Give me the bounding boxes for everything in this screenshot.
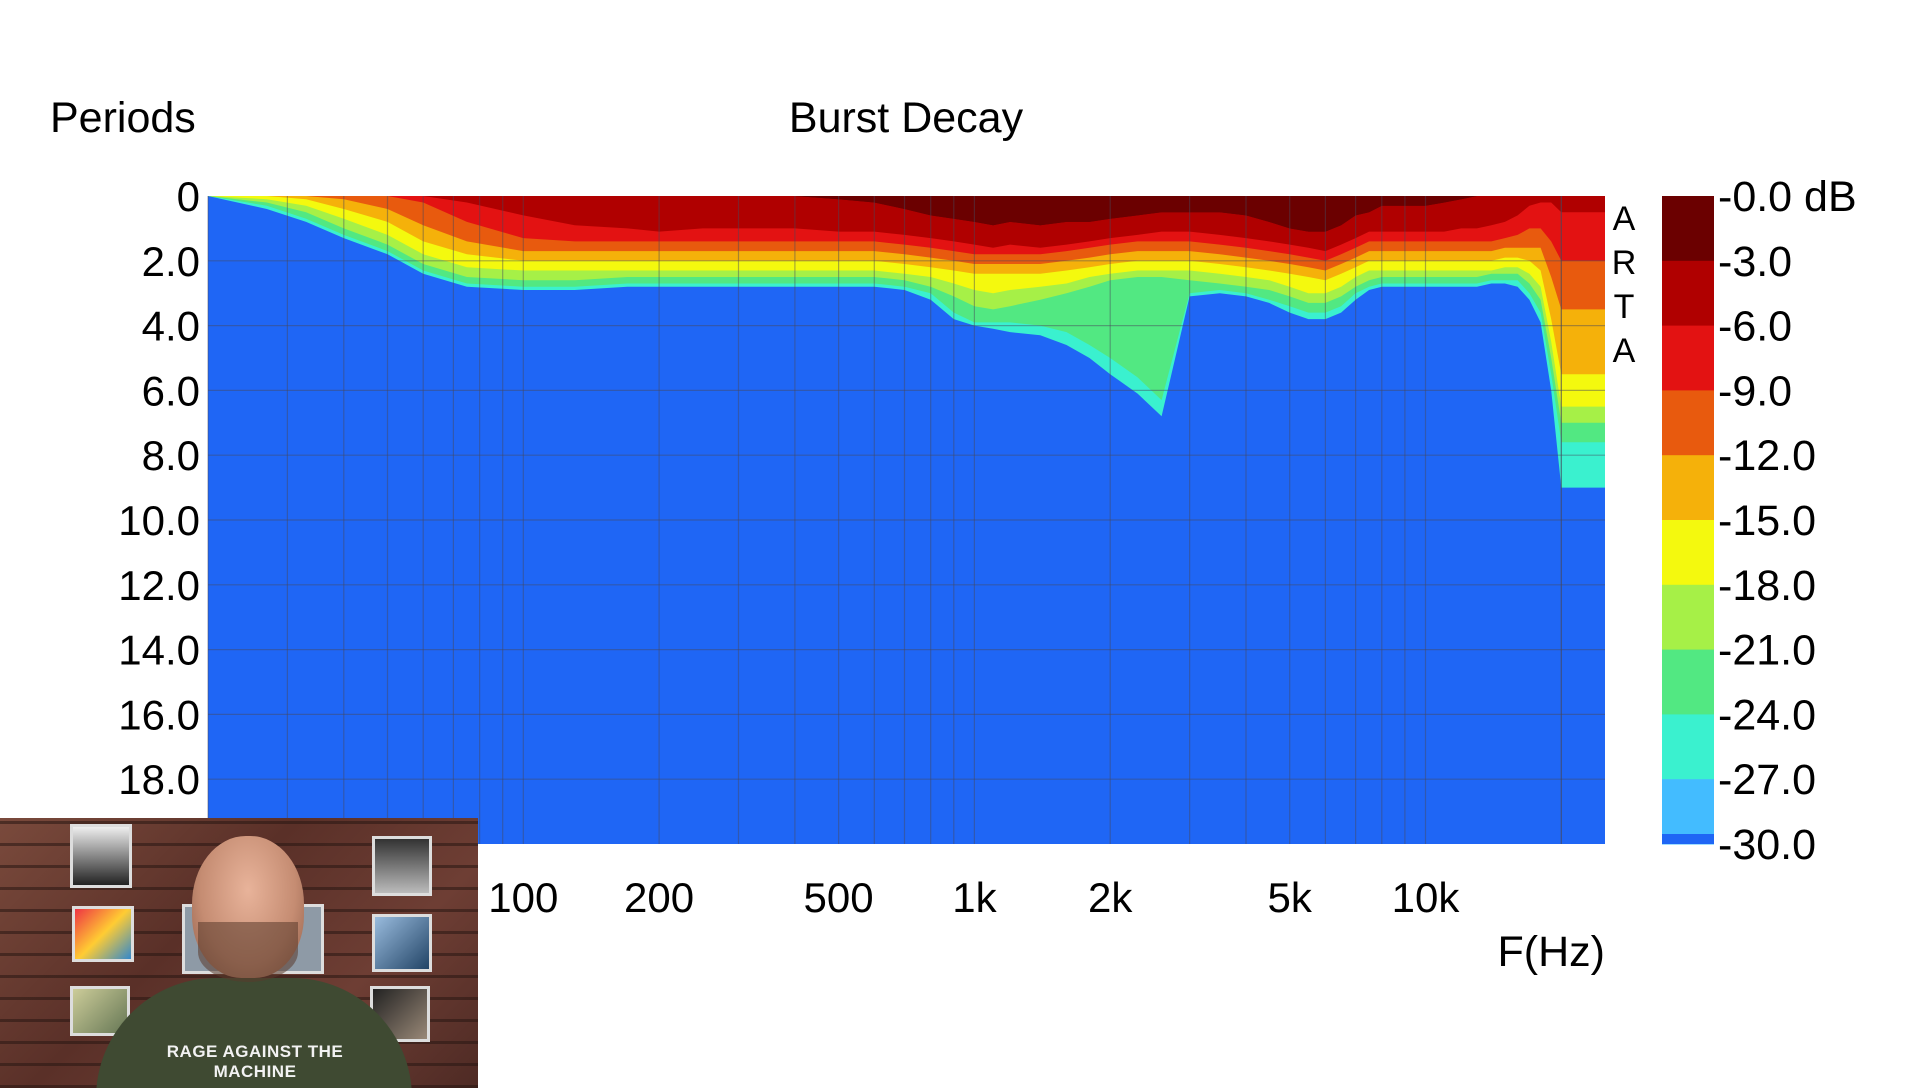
arta-letter: T [1614, 288, 1635, 326]
y-axis-label: Periods [50, 94, 196, 142]
colorbar-swatch [1662, 714, 1714, 780]
wall-frame [70, 824, 132, 888]
y-tick-label: 4.0 [142, 303, 200, 350]
x-tick-label: 100 [488, 874, 558, 921]
y-tick-label: 10.0 [118, 497, 200, 544]
y-tick-label: 6.0 [142, 367, 200, 414]
x-tick-label: 10k [1392, 874, 1461, 921]
arta-letter: A [1613, 200, 1636, 238]
arta-letter: A [1613, 332, 1636, 370]
webcam-overlay: RAGE AGAINST THE MACHINE [0, 818, 478, 1088]
colorbar-label: -6.0 [1718, 303, 1792, 351]
colorbar-label: -24.0 [1718, 691, 1816, 739]
wall-frame [372, 836, 432, 896]
colorbar-swatch [1662, 260, 1714, 327]
y-tick-label: 12.0 [118, 562, 200, 609]
colorbar-label: -30.0 [1718, 821, 1816, 869]
x-tick-label: 2k [1088, 874, 1133, 921]
colorbar-swatch [1662, 325, 1714, 391]
colorbar-swatch [1662, 196, 1714, 262]
y-tick-label: 16.0 [118, 691, 200, 738]
colorbar-swatch [1662, 455, 1714, 521]
colorbar-swatch [1662, 520, 1714, 586]
plot-background [208, 196, 1605, 844]
colorbar-label: -21.0 [1718, 627, 1816, 675]
colorbar-swatch [1662, 649, 1714, 715]
colorbar-swatch [1662, 584, 1714, 651]
grid-lines [207, 196, 1605, 844]
colorbar-label: -9.0 [1718, 367, 1792, 415]
x-tick-label: 500 [804, 874, 874, 921]
x-axis-label: F(Hz) [1498, 928, 1605, 976]
x-tick-label: 5k [1268, 874, 1313, 921]
y-tick-label: 14.0 [118, 627, 200, 674]
wall-frame [372, 914, 432, 972]
colorbar-label: -27.0 [1718, 756, 1816, 804]
colorbar-legend: -0.0 dB -3.0 -6.0 -9.0 -12.0 -15.0 -18.0 -21.0 -… [1662, 173, 1857, 869]
y-tick-label: 8.0 [142, 432, 200, 479]
y-tick-label: 18.0 [118, 756, 200, 803]
arta-letter: R [1612, 244, 1637, 282]
y-tick-label: 2.0 [142, 238, 200, 285]
x-tick-label: 200 [624, 874, 694, 921]
colorbar-swatch [1662, 834, 1714, 844]
colorbar-label: -15.0 [1718, 497, 1816, 545]
shirt-logo: RAGE AGAINST THE MACHINE [166, 1042, 344, 1081]
decay-band-0db [208, 196, 1605, 232]
decay-contours [208, 196, 1605, 488]
colorbar-label: -18.0 [1718, 562, 1816, 610]
presenter-beard [198, 922, 298, 982]
x-axis-ticks: 100 200 500 1k 2k 5k 10k [488, 874, 1460, 921]
wall-frame [72, 906, 134, 962]
chart-title: Burst Decay [789, 94, 1024, 142]
colorbar-swatch [1662, 390, 1714, 456]
y-tick-label: 0 [177, 173, 200, 220]
plot-area [207, 196, 1605, 844]
colorbar-label: -3.0 [1718, 238, 1792, 286]
colorbar-swatch [1662, 779, 1714, 845]
x-tick-label: 1k [952, 874, 997, 921]
colorbar-label: -12.0 [1718, 432, 1816, 480]
colorbar-label: -0.0 dB [1718, 173, 1857, 221]
y-axis-ticks: 0 2.0 4.0 6.0 8.0 10.0 12.0 14.0 16.0 18.0 [118, 173, 200, 803]
